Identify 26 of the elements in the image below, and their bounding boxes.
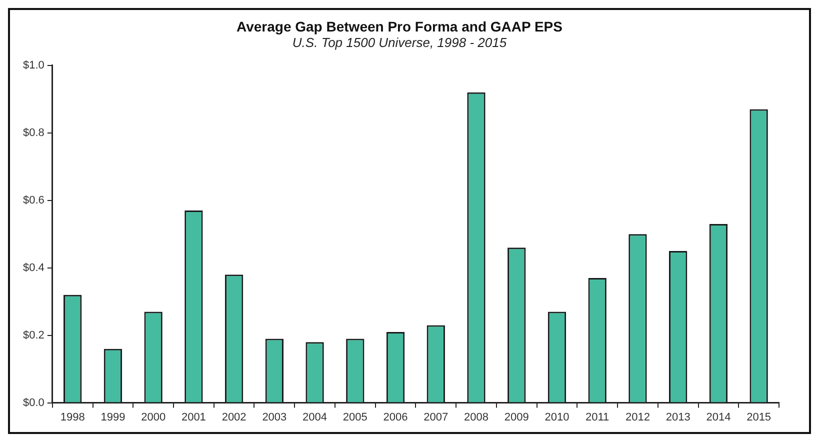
x-tick-label: 2009: [504, 411, 529, 424]
x-tick-label: 2003: [262, 411, 287, 424]
y-tick-label: $0.0: [22, 396, 44, 409]
chart-subtitle: U.S. Top 1500 Universe, 1998 - 2015: [292, 35, 508, 50]
y-tick-label: $0.2: [22, 329, 44, 342]
x-tick-label: 2012: [625, 411, 650, 424]
y-tick-label: $0.8: [22, 126, 44, 139]
chart-title: Average Gap Between Pro Forma and GAAP EPS: [236, 18, 562, 34]
x-tick-label: 2008: [464, 411, 488, 424]
y-tick-label: $0.6: [22, 194, 44, 206]
x-tick-label: 2010: [544, 411, 570, 424]
y-tick-label: $1.0: [22, 59, 44, 72]
y-tick-label: $0.4: [22, 262, 44, 274]
x-tick-label: 2000: [141, 411, 166, 424]
x-tick-label: 2005: [342, 411, 368, 424]
x-tick-label: 2011: [586, 411, 610, 424]
x-tick-label: 1998: [60, 411, 85, 424]
x-tick-label: 2004: [302, 411, 328, 424]
x-tick-label: 2015: [746, 411, 772, 424]
x-tick-label: 2014: [706, 411, 731, 424]
x-tick-label: 1999: [100, 411, 126, 424]
x-tick-label: 2002: [222, 411, 246, 424]
x-tick-label: 2001: [181, 411, 206, 424]
x-tick-label: 2007: [424, 411, 448, 424]
x-tick-label: 2013: [666, 411, 690, 424]
x-tick-label: 2006: [383, 411, 408, 424]
